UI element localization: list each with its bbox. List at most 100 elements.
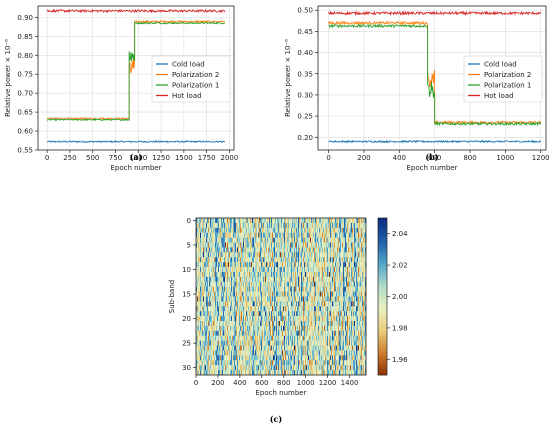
heatmap-cell bbox=[228, 257, 230, 263]
heatmap-cell bbox=[256, 257, 258, 263]
heatmap-cell bbox=[296, 340, 298, 346]
heatmap-cell bbox=[277, 247, 279, 253]
heatmap-cell bbox=[228, 271, 230, 278]
heatmap-cell bbox=[226, 242, 228, 248]
heatmap-cell bbox=[203, 340, 205, 346]
heatmap-cell bbox=[211, 286, 213, 292]
heatmap-cell bbox=[207, 291, 209, 297]
heatmap-cell bbox=[212, 296, 214, 302]
heatmap-cell bbox=[225, 247, 227, 253]
heatmap-cell bbox=[354, 267, 356, 273]
heatmap-cell bbox=[321, 330, 323, 336]
heatmap-cell bbox=[259, 321, 261, 327]
heatmap-cell bbox=[214, 316, 216, 322]
heatmap-cell bbox=[284, 330, 286, 336]
heatmap-cell bbox=[326, 237, 328, 243]
heatmap-cell bbox=[249, 325, 251, 331]
heatmap-cell bbox=[322, 267, 324, 273]
heatmap-cell bbox=[273, 218, 275, 224]
heatmap-cell bbox=[299, 325, 301, 331]
heatmap-cell bbox=[239, 291, 241, 297]
heatmap-cell bbox=[325, 218, 327, 224]
heatmap-cell bbox=[362, 340, 364, 346]
heatmap-cell bbox=[209, 296, 211, 302]
heatmap-cell bbox=[290, 345, 292, 351]
heatmap-cell bbox=[302, 237, 304, 243]
heatmap-cell bbox=[261, 281, 263, 287]
heatmap-cell bbox=[247, 247, 249, 253]
heatmap-cell bbox=[347, 232, 349, 238]
heatmap-cell bbox=[237, 335, 239, 341]
heatmap-cell bbox=[282, 218, 284, 224]
heatmap-cell bbox=[203, 237, 205, 243]
heatmap-cell bbox=[252, 242, 254, 248]
heatmap-cell bbox=[265, 345, 267, 351]
heatmap-cell bbox=[256, 311, 258, 317]
heatmap-cell bbox=[239, 222, 241, 228]
heatmap-cell bbox=[352, 296, 354, 302]
heatmap-cell bbox=[296, 237, 298, 243]
heatmap-cell bbox=[209, 227, 211, 233]
heatmap-cell bbox=[198, 335, 200, 341]
heatmap-cell bbox=[267, 345, 269, 351]
heatmap-cell bbox=[211, 227, 213, 233]
heatmap-cell bbox=[221, 237, 223, 243]
heatmap-cell bbox=[271, 306, 273, 312]
heatmap-cell bbox=[261, 252, 263, 258]
heatmap-cell bbox=[295, 296, 297, 302]
heatmap-cell bbox=[230, 222, 232, 228]
heatmap-cell bbox=[359, 345, 361, 351]
heatmap-cell bbox=[310, 257, 312, 263]
heatmap-cell bbox=[306, 291, 308, 297]
heatmap-cell bbox=[330, 232, 332, 238]
heatmap-cell bbox=[213, 222, 215, 228]
heatmap-cell bbox=[278, 271, 280, 278]
heatmap-cell bbox=[199, 247, 201, 253]
heatmap-cell bbox=[245, 311, 247, 317]
heatmap-cell bbox=[355, 335, 357, 341]
heatmap-cell bbox=[273, 321, 275, 327]
heatmap-cell bbox=[245, 335, 247, 341]
heatmap-cell bbox=[204, 330, 206, 336]
heatmap-cell bbox=[226, 252, 228, 258]
heatmap-cell bbox=[350, 242, 352, 248]
heatmap-cell bbox=[242, 257, 244, 263]
heatmap-cell bbox=[229, 301, 231, 307]
heatmap-cell bbox=[324, 276, 326, 282]
heatmap-cell bbox=[223, 222, 225, 228]
heatmap-cell bbox=[225, 291, 227, 297]
heatmap-cell bbox=[260, 276, 262, 282]
heatmap-cell bbox=[287, 262, 289, 268]
heatmap-cell bbox=[258, 227, 260, 233]
heatmap-cell bbox=[303, 301, 305, 307]
heatmap-cell bbox=[282, 286, 284, 292]
heatmap-cell bbox=[211, 335, 213, 341]
heatmap-cell bbox=[265, 232, 267, 238]
heatmap-cell bbox=[240, 325, 242, 331]
heatmap-cell bbox=[286, 247, 288, 253]
heatmap-cell bbox=[348, 345, 350, 351]
heatmap-cell bbox=[298, 325, 300, 331]
heatmap-cell bbox=[200, 321, 202, 327]
heatmap-cell bbox=[292, 222, 294, 228]
x-axis-label: Epoch number bbox=[111, 164, 162, 172]
heatmap-cell bbox=[256, 267, 258, 273]
heatmap-cell bbox=[310, 350, 312, 356]
heatmap-cell bbox=[220, 345, 222, 351]
heatmap-cell bbox=[229, 227, 231, 233]
heatmap-cell bbox=[300, 301, 302, 307]
heatmap-cell bbox=[343, 345, 345, 351]
heatmap-cell bbox=[352, 227, 354, 233]
heatmap-cell bbox=[203, 291, 205, 297]
heatmap-cell bbox=[303, 296, 305, 302]
heatmap-cell bbox=[240, 222, 242, 228]
heatmap-cell bbox=[216, 340, 218, 346]
heatmap-cell bbox=[316, 242, 318, 248]
heatmap-cell bbox=[270, 242, 272, 248]
heatmap-cell bbox=[331, 252, 333, 258]
heatmap-cell bbox=[197, 242, 199, 248]
heatmap-cell bbox=[264, 262, 266, 268]
heatmap-cell bbox=[346, 242, 348, 248]
heatmap-cell bbox=[232, 276, 234, 282]
heatmap-cell bbox=[271, 218, 273, 224]
